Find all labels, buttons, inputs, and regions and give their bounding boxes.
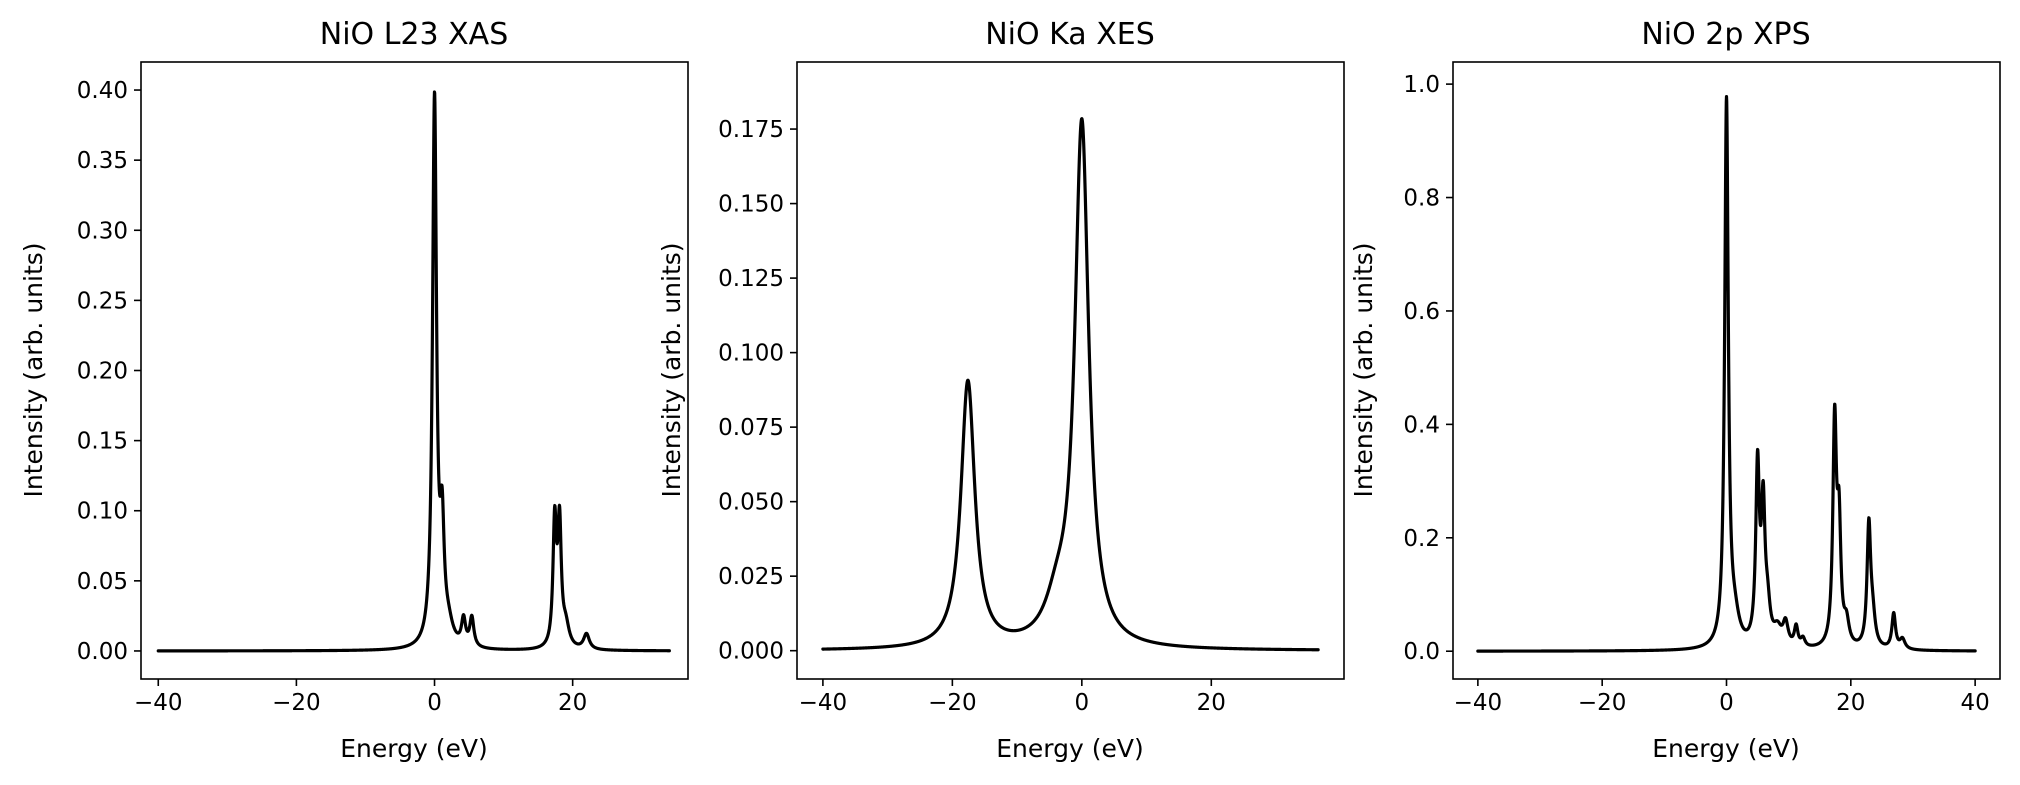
xas-y-tick-label: 0.10 (77, 499, 128, 525)
xas-xlabel: Energy (eV) (340, 734, 487, 763)
xes-x-tick-label: −40 (799, 690, 848, 716)
xas-y-ticks: 0.00 0.05 0.10 0.15 0.20 0.25 0.30 0.35 0.40 (77, 78, 141, 665)
xps-x-tick-label: 0 (1719, 690, 1734, 716)
xas-x-tick-label: 20 (558, 690, 587, 716)
xas-y-tick-label: 0.35 (77, 148, 128, 174)
xas-y-tick-label: 0.15 (77, 429, 128, 455)
xes-curve (821, 117, 1320, 652)
xps-curve (1476, 94, 1977, 653)
xas-y-tick-label: 0.40 (77, 78, 128, 104)
xps-title: NiO 2p XPS (1641, 17, 1810, 52)
xas-panel: NiO L23 XAS −40 −20 0 20 0.000.050.100.150.… (19, 17, 689, 763)
xps-y-ticks: 0.0 0.2 0.4 0.6 0.8 1.0 (1403, 72, 1453, 665)
xes-y-tick-label: 0.075 (718, 415, 784, 441)
xas-y-tick-label: 0.30 (77, 218, 128, 244)
xas-y-tick-label: 0.25 (77, 288, 128, 314)
xes-y-tick-label: 0.150 (718, 192, 784, 218)
xes-title: NiO Ka XES (985, 17, 1155, 52)
xps-panel: NiO 2p XPS −40 −20 0 20 40 0.0 0.2 0.4 0.6 0.8 1.… (1349, 17, 2001, 763)
xps-x-tick-label: 20 (1836, 690, 1865, 716)
xps-y-tick-label: 0.2 (1403, 526, 1440, 552)
xes-x-tick-label: 0 (1075, 690, 1090, 716)
xes-y-tick-label: 0.050 (718, 490, 784, 516)
xas-y-tick-label: 0.05 (77, 569, 128, 595)
xps-x-tick-label: 40 (1960, 690, 1989, 716)
xes-y-tick-label: 0.100 (718, 341, 784, 367)
xas-y-tick-label: 0.20 (77, 359, 128, 385)
xps-ylabel: Intensity (arb. units) (1349, 242, 1378, 497)
xps-x-tick-label: −40 (1454, 690, 1503, 716)
xps-y-tick-label: 0.8 (1403, 186, 1440, 212)
xes-ylabel: Intensity (arb. units) (657, 242, 686, 497)
xes-plot-frame (796, 61, 1345, 680)
xas-y-tick-label: 0.00 (77, 639, 128, 665)
xps-x-tick-label: −20 (1578, 690, 1627, 716)
xes-panel: NiO Ka XES −40 −20 0 20 0.000 0.025 0.050 0.07… (657, 17, 1345, 763)
xas-x-tick-label: 0 (427, 690, 442, 716)
xas-title: NiO L23 XAS (320, 17, 508, 52)
xps-y-tick-label: 0.4 (1403, 412, 1440, 438)
xes-y-tick-label: 0.125 (718, 266, 784, 292)
xes-y-tick-label: 0.175 (718, 117, 784, 143)
xps-xlabel: Energy (eV) (1652, 734, 1799, 763)
xas-x-ticks: −40 −20 0 20 (134, 679, 587, 716)
xas-ylabel: Intensity (arb. units) (19, 242, 48, 497)
xes-y-tick-label: 0.025 (718, 564, 784, 590)
xps-y-tick-label: 1.0 (1403, 72, 1440, 98)
xas-curve (156, 90, 671, 653)
xps-y-tick-label: 0.0 (1403, 639, 1440, 665)
xes-xlabel: Energy (eV) (996, 734, 1143, 763)
xps-x-ticks: −40 −20 0 20 40 (1454, 679, 1990, 716)
xes-x-ticks: −40 −20 0 20 (799, 679, 1226, 716)
xas-x-tick-label: −40 (134, 690, 183, 716)
xes-y-ticks: 0.000 0.025 0.050 0.075 0.100 0.125 0.150 0.175 (718, 117, 797, 665)
xas-x-tick-label: −20 (272, 690, 321, 716)
xps-y-tick-label: 0.6 (1403, 299, 1440, 325)
xes-y-tick-label: 0.000 (718, 639, 784, 665)
xes-x-tick-label: −20 (928, 690, 977, 716)
xes-x-tick-label: 20 (1197, 690, 1226, 716)
